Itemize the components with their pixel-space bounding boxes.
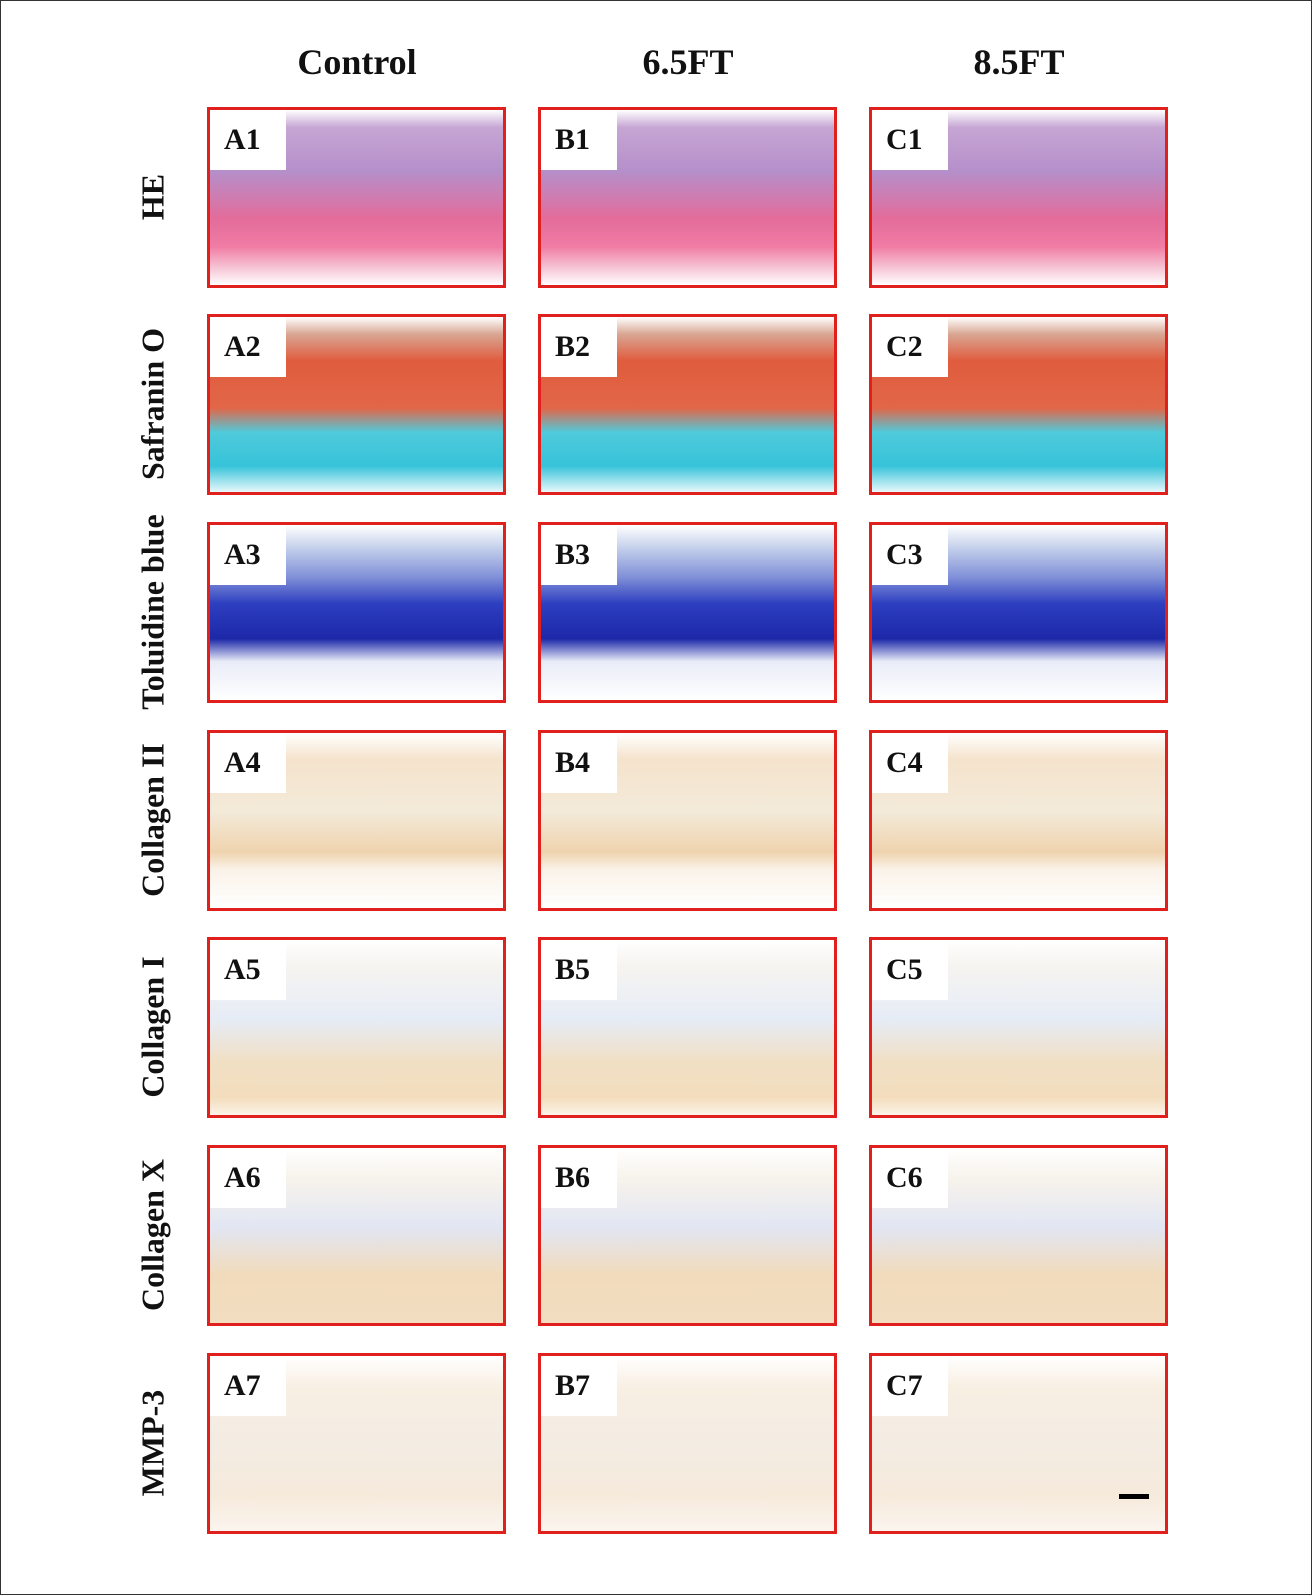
panel-label: B5	[541, 940, 617, 1000]
panel-label: C3	[872, 525, 948, 585]
image-panel: B6	[538, 1145, 837, 1326]
image-panel: C1	[869, 107, 1168, 288]
image-panel: C6	[869, 1145, 1168, 1326]
panel-label: A4	[210, 733, 286, 793]
panel-label: B7	[541, 1356, 617, 1416]
panel-label: B4	[541, 733, 617, 793]
row-label: Collagen II	[135, 710, 172, 930]
image-panel: A6	[207, 1145, 506, 1326]
row-label: Toluidine blue	[135, 502, 172, 722]
column-header: 8.5FT	[869, 41, 1169, 83]
figure: Control 6.5FT 8.5FT HE A1 B1 C1 Safranin O A2 B2 C…	[0, 0, 1312, 1595]
column-header: 6.5FT	[538, 41, 838, 83]
panel-label: B6	[541, 1148, 617, 1208]
row-label: Collagen X	[135, 1125, 172, 1345]
panel-label: A7	[210, 1356, 286, 1416]
panel-label: C1	[872, 110, 948, 170]
column-header: Control	[207, 41, 507, 83]
row-label: Collagen I	[135, 917, 172, 1137]
panel-label: C7	[872, 1356, 948, 1416]
panel-label: B3	[541, 525, 617, 585]
row-label: Safranin O	[135, 294, 172, 514]
panel-label: C4	[872, 733, 948, 793]
image-panel: A1	[207, 107, 506, 288]
panel-label: C5	[872, 940, 948, 1000]
panel-label: A6	[210, 1148, 286, 1208]
panel-label: A2	[210, 317, 286, 377]
image-panel: B2	[538, 314, 837, 495]
image-panel: B4	[538, 730, 837, 911]
image-panel: A2	[207, 314, 506, 495]
image-panel: A5	[207, 937, 506, 1118]
panel-label: B2	[541, 317, 617, 377]
image-panel: A3	[207, 522, 506, 703]
panel-label: C2	[872, 317, 948, 377]
panel-label: A1	[210, 110, 286, 170]
image-panel: C5	[869, 937, 1168, 1118]
image-panel: B3	[538, 522, 837, 703]
image-panel: B1	[538, 107, 837, 288]
image-panel: C3	[869, 522, 1168, 703]
row-label: HE	[135, 87, 172, 307]
panel-label: A3	[210, 525, 286, 585]
image-panel: A7	[207, 1353, 506, 1534]
row-label: MMP-3	[135, 1333, 172, 1553]
panel-label: A5	[210, 940, 286, 1000]
panel-label: C6	[872, 1148, 948, 1208]
image-panel: C2	[869, 314, 1168, 495]
panel-label: B1	[541, 110, 617, 170]
image-panel: C7	[869, 1353, 1168, 1534]
image-panel: B5	[538, 937, 837, 1118]
scale-bar	[1119, 1494, 1149, 1499]
image-panel: A4	[207, 730, 506, 911]
image-panel: B7	[538, 1353, 837, 1534]
image-panel: C4	[869, 730, 1168, 911]
